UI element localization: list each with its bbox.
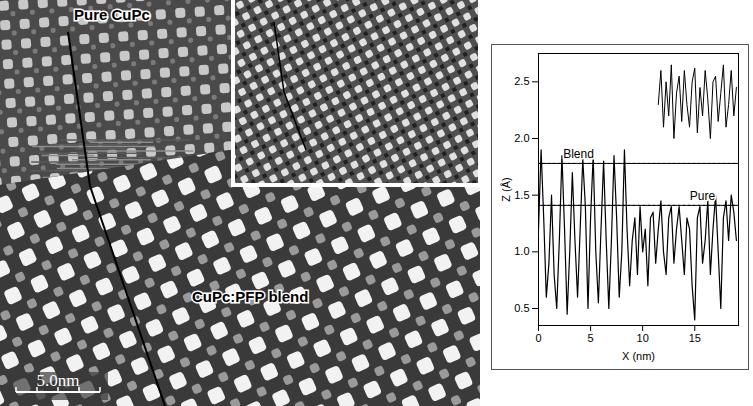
svg-text:0: 0	[535, 332, 541, 344]
svg-text:15: 15	[689, 332, 701, 344]
svg-text:Blend: Blend	[563, 147, 594, 161]
svg-text:0.5: 0.5	[514, 302, 529, 314]
svg-text:1.5: 1.5	[514, 189, 529, 201]
svg-text:Pure: Pure	[690, 189, 716, 203]
svg-text:2.5: 2.5	[514, 75, 529, 87]
svg-text:5.0nm: 5.0nm	[37, 371, 80, 390]
svg-text:X (nm): X (nm)	[622, 350, 655, 362]
svg-text:CuPc:PFP blend: CuPc:PFP blend	[192, 288, 308, 305]
svg-text:2.0: 2.0	[514, 132, 529, 144]
svg-text:10: 10	[637, 332, 649, 344]
svg-text:Pure CuPc: Pure CuPc	[74, 6, 150, 23]
svg-text:Z (Å): Z (Å)	[500, 177, 512, 201]
svg-text:5: 5	[588, 332, 594, 344]
svg-text:1.0: 1.0	[514, 245, 529, 257]
